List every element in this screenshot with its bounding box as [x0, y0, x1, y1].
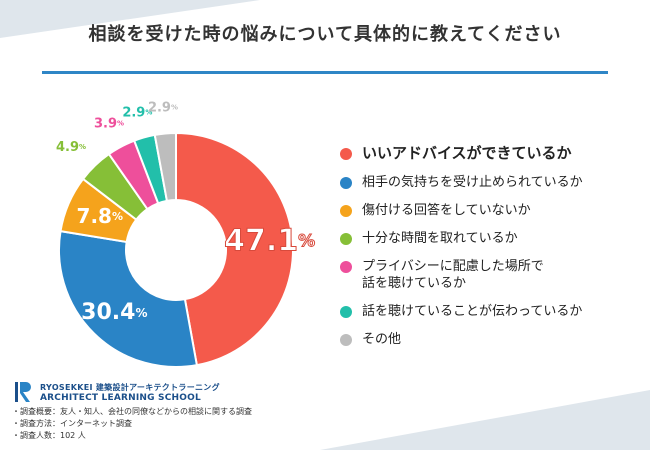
legend-item-3: 十分な時間を取れているか: [340, 230, 640, 247]
legend-item-2: 傷付ける回答をしていないか: [340, 202, 640, 219]
chart-legend: いいアドバイスができているか 相手の気持ちを受け止められているか 傷付ける回答をして…: [340, 145, 640, 359]
legend-label: プライバシーに配慮した場所で 話を聴けているか: [362, 259, 544, 291]
legend-label: 十分な時間を取れているか: [362, 231, 518, 246]
survey-notes: ・調査概要：友人・知人、会社の同僚などからの相談に関する調査 ・調査方法：インター…: [12, 406, 252, 442]
logo-mark-icon: [14, 380, 34, 404]
data-label-3: 4.9%: [56, 139, 86, 154]
legend-dot-icon: [340, 205, 352, 217]
pie-slice-0: [175, 131, 294, 367]
legend-item-6: その他: [340, 331, 640, 348]
legend-dot-icon: [340, 306, 352, 318]
survey-note: ・調査概要：友人・知人、会社の同僚などからの相談に関する調査: [12, 407, 252, 416]
legend-dot-icon: [340, 233, 352, 245]
page-title: 相談を受けた時の悩みについて具体的に教えてください: [88, 24, 562, 45]
data-label-5: 2.9%: [122, 105, 152, 120]
pie-slice-1: [58, 229, 199, 368]
legend-item-1: 相手の気持ちを受け止められているか: [340, 174, 640, 191]
legend-dot-icon: [340, 334, 352, 346]
data-label-6: 2.9%: [148, 100, 178, 115]
legend-label: 相手の気持ちを受け止められているか: [362, 175, 583, 190]
decor-corner-bottom: [320, 390, 650, 450]
logo-text-line2: ARCHITECT LEARNING SCHOOL: [40, 392, 201, 403]
legend-label: いいアドバイスができているか: [362, 144, 572, 162]
data-label-4: 3.9%: [94, 116, 124, 131]
school-logo: RYOSEKKEI 建築設計アーキテクトラーニング ARCHITECT LEAR…: [14, 380, 220, 404]
decor-corner-top: [0, 0, 260, 38]
legend-label: 話を聴けていることが伝わっているか: [362, 304, 583, 319]
legend-item-0: いいアドバイスができているか: [340, 145, 640, 162]
legend-dot-icon: [340, 261, 352, 273]
data-label-2: 7.8%: [77, 204, 123, 228]
legend-label: 傷付ける回答をしていないか: [362, 203, 531, 218]
legend-item-5: 話を聴けていることが伝わっているか: [340, 303, 640, 320]
legend-dot-icon: [340, 177, 352, 189]
legend-item-4: プライバシーに配慮した場所で 話を聴けているか: [340, 258, 640, 292]
logo-text-line1: RYOSEKKEI 建築設計アーキテクトラーニング: [40, 382, 220, 392]
survey-note: ・調査方法：インターネット調査: [12, 419, 132, 428]
legend-label: その他: [362, 332, 402, 347]
data-label-0: 47.1%: [224, 223, 315, 258]
survey-note: ・調査人数：102 人: [12, 431, 86, 440]
legend-dot-icon: [340, 148, 352, 160]
title-underline: [42, 71, 608, 74]
pie-slice-6: [153, 131, 177, 202]
data-label-1: 30.4%: [81, 300, 147, 325]
